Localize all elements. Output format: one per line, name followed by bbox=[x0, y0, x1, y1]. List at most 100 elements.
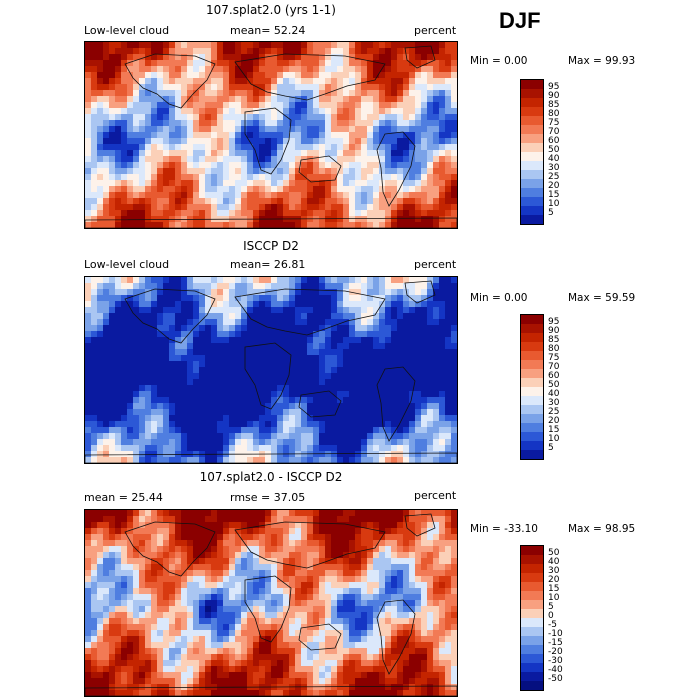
colorbar-tick-label: 80 bbox=[548, 109, 560, 119]
panel-2-title: ISCCP D2 bbox=[243, 239, 299, 253]
colorbar-tick-label: -30 bbox=[548, 656, 563, 666]
panel-3-mean-label: mean = 25.44 bbox=[84, 491, 163, 504]
colorbar-tick-label: 70 bbox=[548, 127, 560, 137]
colorbar-swatch bbox=[521, 582, 543, 591]
colorbar-tick-label: 95 bbox=[548, 82, 560, 92]
coastline bbox=[376, 599, 416, 675]
panel-1-map bbox=[84, 41, 458, 229]
panel-2-units-label: percent bbox=[414, 258, 457, 271]
colorbar-swatch bbox=[521, 609, 543, 618]
colorbar-swatch bbox=[521, 188, 543, 197]
colorbar-tick-label: 25 bbox=[548, 407, 560, 417]
panel-2-left-label: Low-level cloud bbox=[84, 258, 170, 271]
colorbar-tick-label: 85 bbox=[548, 100, 560, 110]
colorbar-swatch bbox=[521, 197, 543, 206]
colorbar-tick-label: 0 bbox=[548, 611, 554, 621]
colorbar-swatch bbox=[521, 206, 543, 215]
colorbar-tick-label: -50 bbox=[548, 674, 563, 684]
colorbar-tick-label: 5 bbox=[548, 602, 554, 612]
colorbar-tick-label: 5 bbox=[548, 443, 554, 453]
colorbar-swatch bbox=[521, 161, 543, 170]
colorbar-swatch bbox=[521, 170, 543, 179]
colorbar-tick-label: 30 bbox=[548, 398, 560, 408]
panel-2-colorbar bbox=[520, 314, 544, 460]
colorbar-swatch bbox=[521, 591, 543, 600]
colorbar-swatch bbox=[521, 125, 543, 134]
panel-2-map bbox=[84, 276, 458, 464]
colorbar-tick-label: 30 bbox=[548, 566, 560, 576]
colorbar-tick-label: 75 bbox=[548, 353, 560, 363]
coastline bbox=[124, 53, 216, 109]
colorbar-tick-label: 10 bbox=[548, 199, 560, 209]
colorbar-swatch bbox=[521, 450, 543, 459]
colorbar-tick-label: 85 bbox=[548, 335, 560, 345]
coastline bbox=[124, 521, 216, 577]
panel-3-title: 107.splat2.0 - ISCCP D2 bbox=[199, 470, 343, 484]
colorbar-tick-label: 15 bbox=[548, 584, 560, 594]
coastline bbox=[85, 452, 457, 463]
colorbar-tick-label: -40 bbox=[548, 665, 563, 675]
colorbar-tick-label: 50 bbox=[548, 380, 560, 390]
colorbar-swatch bbox=[521, 405, 543, 414]
coastline bbox=[244, 575, 292, 643]
coastline bbox=[404, 513, 436, 537]
colorbar-swatch bbox=[521, 600, 543, 609]
coastline bbox=[376, 366, 416, 442]
colorbar-swatch bbox=[521, 387, 543, 396]
map-field bbox=[85, 42, 457, 228]
coastline bbox=[85, 685, 457, 696]
coastline bbox=[124, 288, 216, 344]
colorbar-swatch bbox=[521, 360, 543, 369]
colorbar-tick-label: -20 bbox=[548, 647, 563, 657]
colorbar-tick-label: 10 bbox=[548, 434, 560, 444]
panel-3-max-label: Max = 98.95 bbox=[568, 523, 636, 535]
colorbar-swatch bbox=[521, 342, 543, 351]
map-field bbox=[85, 510, 457, 696]
colorbar-swatch bbox=[521, 654, 543, 663]
colorbar-tick-label: 50 bbox=[548, 548, 560, 558]
colorbar-swatch bbox=[521, 98, 543, 107]
colorbar-swatch bbox=[521, 423, 543, 432]
panel-1-colorbar-ticks: 95 90 85 80 75 70 60 50 40 30 25 20 15 10 5 bbox=[548, 79, 588, 225]
colorbar-swatch bbox=[521, 564, 543, 573]
coastline bbox=[404, 280, 436, 304]
colorbar-swatch bbox=[521, 369, 543, 378]
colorbar-swatch bbox=[521, 143, 543, 152]
map-field bbox=[85, 277, 457, 463]
colorbar-tick-label: 10 bbox=[548, 593, 560, 603]
colorbar-tick-label: -15 bbox=[548, 638, 563, 648]
colorbar-tick-label: -5 bbox=[548, 620, 557, 630]
colorbar-tick-label: 80 bbox=[548, 344, 560, 354]
colorbar-tick-label: 60 bbox=[548, 136, 560, 146]
colorbar-swatch bbox=[521, 315, 543, 324]
colorbar-swatch bbox=[521, 396, 543, 405]
colorbar-swatch bbox=[521, 441, 543, 450]
colorbar-swatch bbox=[521, 627, 543, 636]
panel-1-left-label: Low-level cloud bbox=[84, 24, 170, 37]
season-label: DJF bbox=[499, 8, 541, 33]
colorbar-tick-label: 25 bbox=[548, 172, 560, 182]
colorbar-swatch bbox=[521, 152, 543, 161]
panel-3-units-label: percent bbox=[414, 489, 457, 502]
colorbar-tick-label: 40 bbox=[548, 389, 560, 399]
panel-1-units-label: percent bbox=[414, 24, 457, 37]
colorbar-tick-label: 60 bbox=[548, 371, 560, 381]
colorbar-tick-label: 5 bbox=[548, 208, 554, 218]
colorbar-swatch bbox=[521, 324, 543, 333]
panel-3-colorbar-ticks: 50 40 30 20 15 10 5 0 -5 -10 -15 -20 -30 -40 -50 bbox=[548, 545, 588, 691]
panel-1-mean-label: mean= 52.24 bbox=[230, 24, 306, 37]
colorbar-swatch bbox=[521, 134, 543, 143]
colorbar-tick-label: 20 bbox=[548, 575, 560, 585]
coastline bbox=[234, 53, 386, 101]
panel-2-mean-label: mean= 26.81 bbox=[230, 258, 306, 271]
colorbar-tick-label: 15 bbox=[548, 190, 560, 200]
colorbar-tick-label: 40 bbox=[548, 154, 560, 164]
colorbar-swatch bbox=[521, 378, 543, 387]
colorbar-swatch bbox=[521, 116, 543, 125]
colorbar-swatch bbox=[521, 432, 543, 441]
colorbar-swatch bbox=[521, 89, 543, 98]
panel-1-title: 107.splat2.0 (yrs 1-1) bbox=[206, 3, 336, 17]
colorbar-swatch bbox=[521, 636, 543, 645]
panel-2-colorbar-ticks: 95 90 85 80 75 70 60 50 40 30 25 20 15 10 5 bbox=[548, 314, 588, 460]
colorbar-swatch bbox=[521, 80, 543, 89]
